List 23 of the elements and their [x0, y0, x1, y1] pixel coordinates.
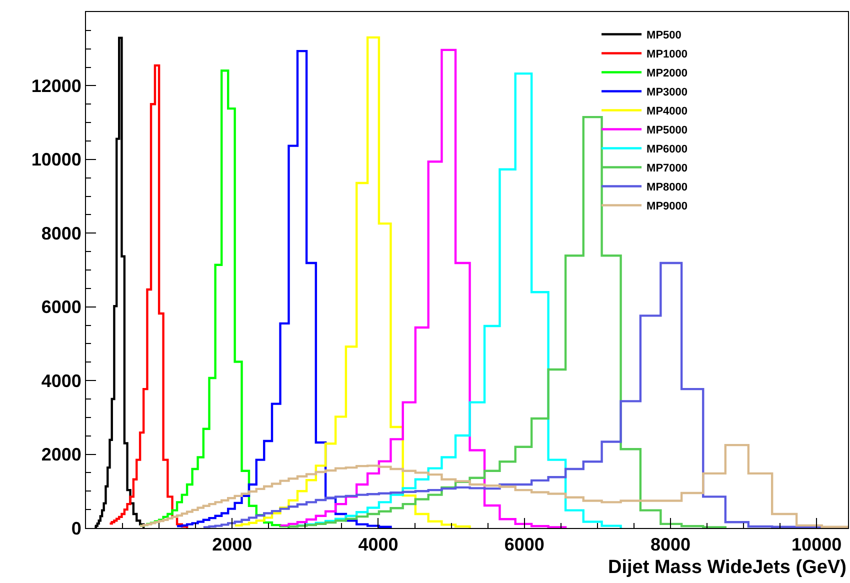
y-tick-label: 2000	[41, 444, 82, 465]
legend-label: MP1000	[646, 48, 688, 61]
legend-label: MP5000	[646, 124, 688, 137]
y-tick-label: 12000	[31, 76, 82, 96]
x-tick-label: 10000	[792, 534, 842, 555]
legend-label: MP8000	[646, 182, 688, 194]
legend-label: MP2000	[646, 68, 688, 80]
y-tick-label: 10000	[31, 150, 82, 170]
x-tick-label: 6000	[504, 534, 544, 555]
legend-label: MP6000	[646, 144, 688, 156]
legend-label: MP3000	[646, 86, 688, 99]
x-axis-title: Dijet Mass WideJets (GeV)	[608, 557, 846, 578]
y-tick-label: 0	[71, 518, 82, 538]
y-tick-label: 8000	[41, 223, 82, 244]
x-tick-label: 4000	[358, 534, 398, 555]
x-tick-label: 8000	[650, 534, 690, 555]
legend-label: MP9000	[646, 200, 688, 213]
y-tick-label: 6000	[41, 297, 82, 318]
legend-label: MP7000	[646, 162, 688, 175]
x-tick-label: 2000	[212, 534, 252, 555]
y-tick-label: 4000	[41, 370, 82, 391]
legend-label: MP500	[646, 30, 682, 42]
legend-label: MP4000	[646, 106, 688, 118]
